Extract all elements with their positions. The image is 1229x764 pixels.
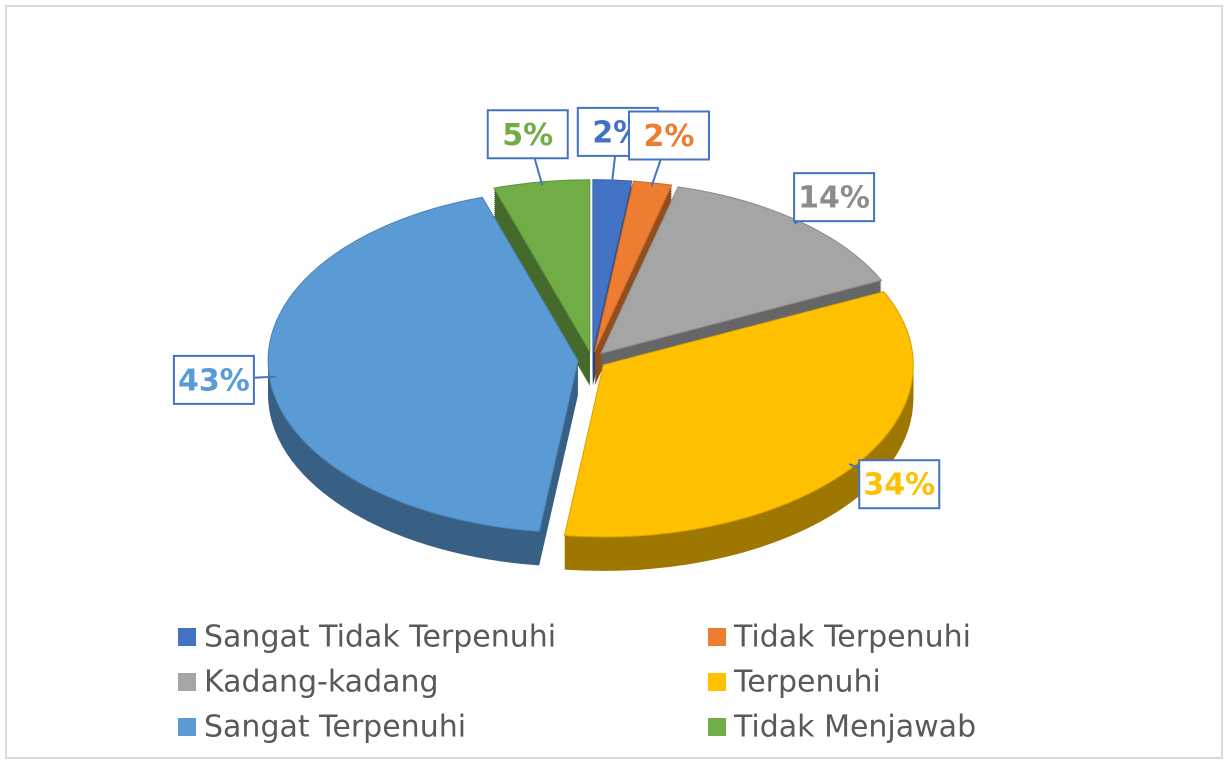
legend-swatch: [178, 628, 196, 646]
label-box: [793, 172, 876, 223]
label-box: [858, 459, 941, 510]
legend-label: Sangat Terpenuhi: [204, 710, 466, 745]
label-box: [627, 110, 710, 161]
label-box: [486, 109, 569, 160]
legend-item: Tidak Terpenuhi: [708, 620, 971, 655]
legend-item: Terpenuhi: [708, 665, 881, 700]
data-label: 5%: [502, 118, 553, 153]
legend-swatch: [708, 628, 726, 646]
legend-label: Terpenuhi: [733, 665, 881, 700]
data-label: 2%: [644, 119, 695, 154]
legend-label: Sangat Tidak Terpenuhi: [204, 620, 556, 655]
legend-item: Sangat Terpenuhi: [178, 710, 466, 745]
legend-swatch: [708, 673, 726, 691]
data-label: 14%: [798, 181, 870, 216]
data-label: 43%: [178, 363, 250, 398]
legend-swatch: [178, 718, 196, 736]
legend-item: Sangat Tidak Terpenuhi: [178, 620, 556, 655]
legend-label: Kadang-kadang: [204, 665, 439, 700]
legend-label: Tidak Terpenuhi: [733, 620, 971, 655]
legend-item: Kadang-kadang: [178, 665, 439, 700]
legend-label: Tidak Menjawab: [733, 710, 976, 745]
data-label: 34%: [863, 468, 935, 503]
legend-item: Tidak Menjawab: [708, 710, 976, 745]
legend-swatch: [178, 673, 196, 691]
label-box: [172, 354, 255, 405]
legend-swatch: [708, 718, 726, 736]
